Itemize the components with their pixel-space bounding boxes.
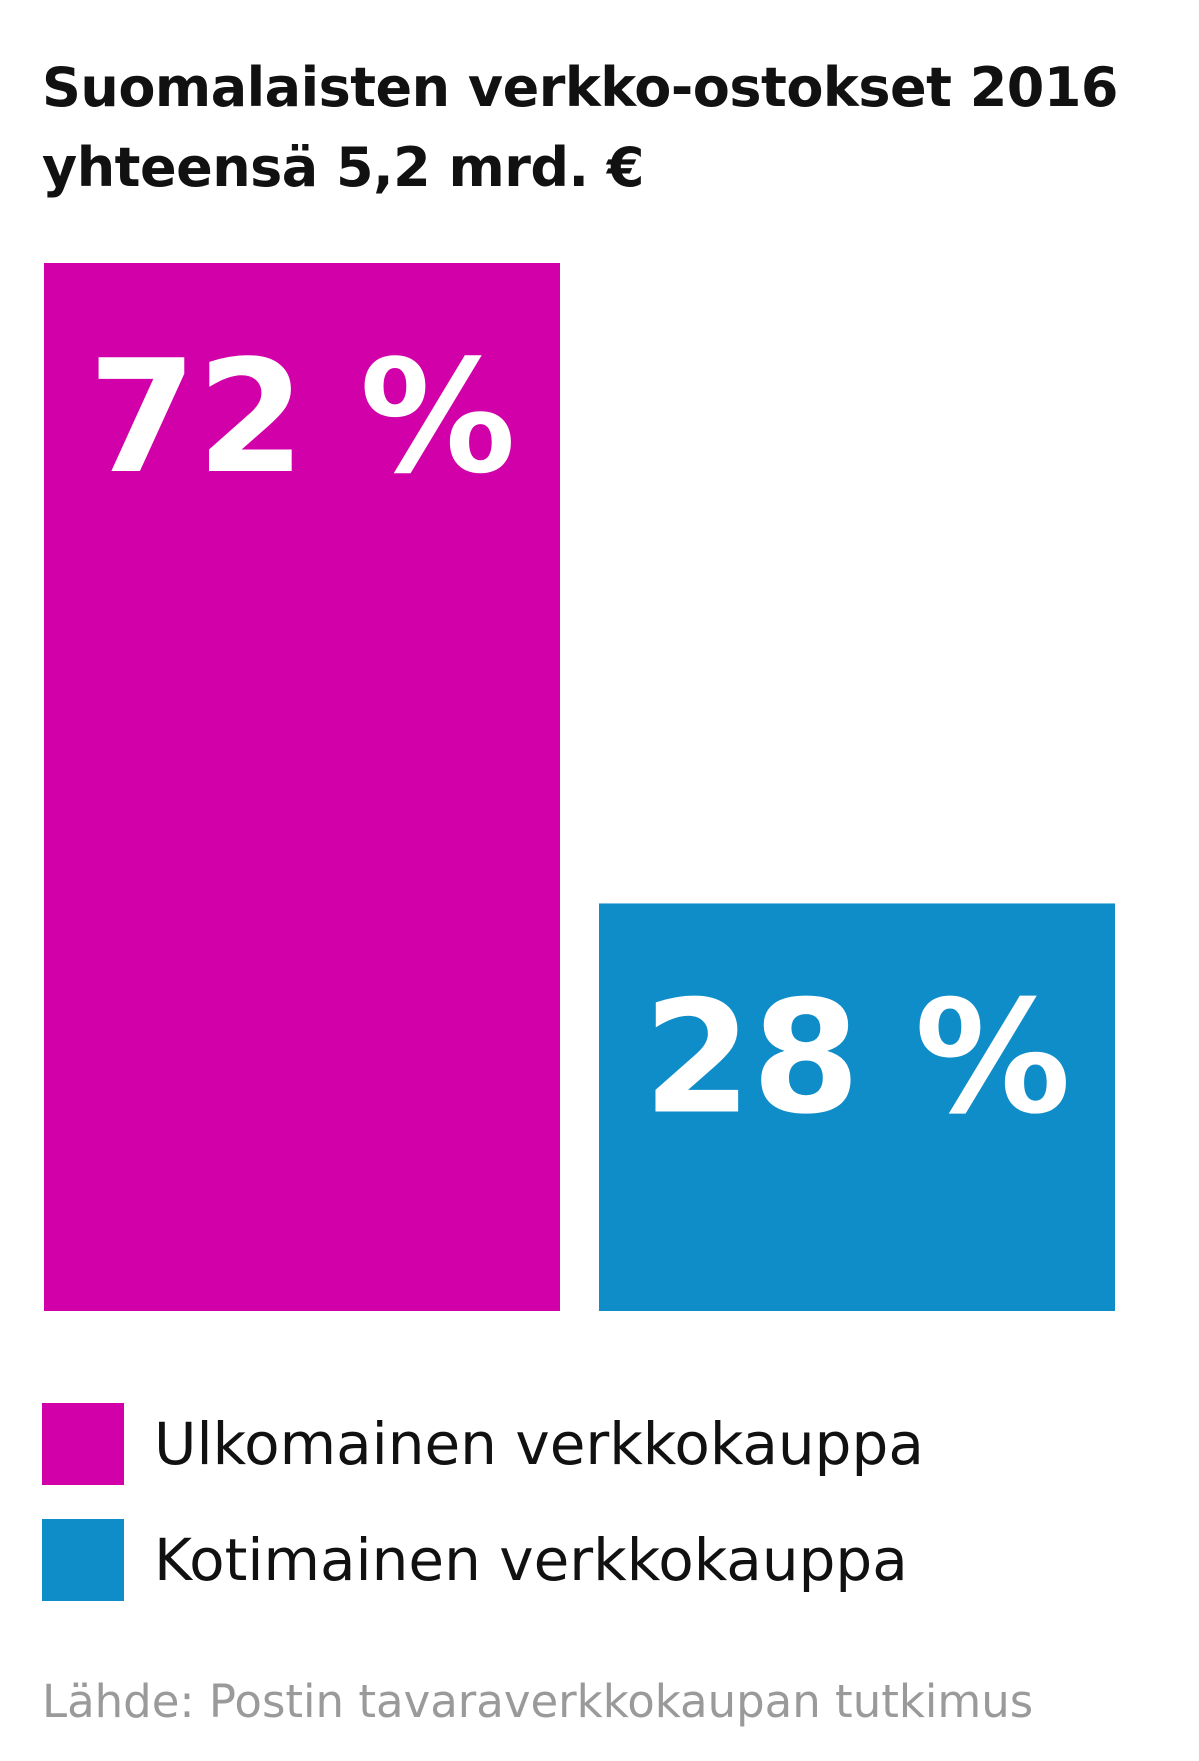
- chart-title-line-2: yhteensä 5,2 mrd. €: [42, 136, 644, 199]
- legend-label-ulkomainen: Ulkomainen verkkokauppa: [154, 1410, 924, 1478]
- legend-swatch-ulkomainen: [42, 1403, 124, 1485]
- chart-title-line-1: Suomalaisten verkko-ostokset 2016: [42, 56, 1119, 119]
- legend-item-kotimainen: Kotimainen verkkokauppa: [42, 1519, 924, 1601]
- legend-item-ulkomainen: Ulkomainen verkkokauppa: [42, 1403, 924, 1485]
- bar-kotimainen: [599, 903, 1115, 1311]
- legend-label-kotimainen: Kotimainen verkkokauppa: [154, 1526, 908, 1594]
- legend-swatch-kotimainen: [42, 1519, 124, 1601]
- bar-ulkomainen: [44, 263, 560, 1311]
- legend: Ulkomainen verkkokauppa Kotimainen verkk…: [42, 1403, 924, 1635]
- chart-title: Suomalaisten verkko-ostokset 2016 yhteen…: [42, 48, 1162, 208]
- bar-label-kotimainen: 28 %: [643, 966, 1071, 1148]
- source-note: Lähde: Postin tavaraverkkokaupan tutkimu…: [42, 1675, 1034, 1728]
- bar-label-ulkomainen: 72 %: [88, 326, 516, 508]
